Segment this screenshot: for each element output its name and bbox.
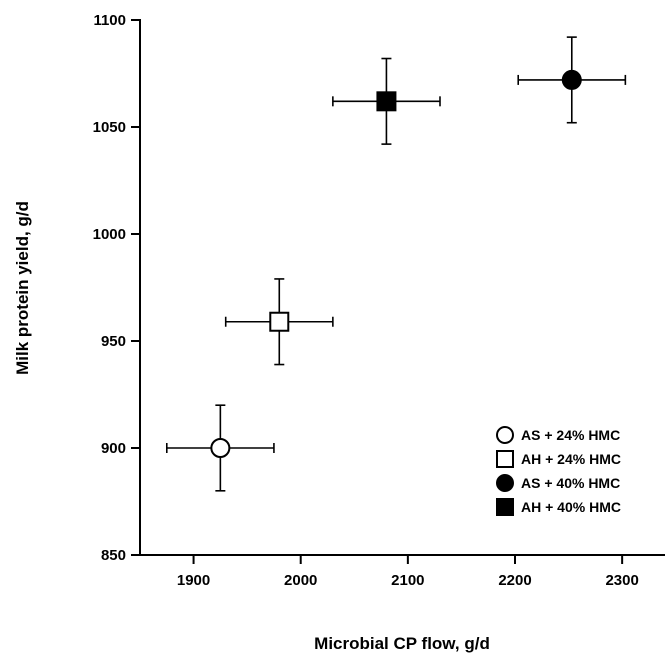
y-ticks: 850 900 950 1000 1050 1100 (93, 12, 140, 564)
data-point (332, 57, 441, 145)
legend-label: AH + 40% HMC (521, 499, 621, 515)
axes (139, 19, 665, 556)
data-points (165, 36, 627, 492)
data-point (517, 36, 627, 124)
legend-item: AH + 24% HMC (496, 450, 621, 468)
legend-label: AH + 24% HMC (521, 451, 621, 467)
x-tick-label: 2000 (284, 572, 317, 589)
y-tick-label: 1050 (93, 119, 126, 136)
point-marker (561, 69, 582, 90)
y-tick-label: 1000 (93, 226, 126, 243)
y-tick-label: 900 (101, 440, 126, 457)
point-marker (269, 311, 290, 332)
legend: AS + 24% HMC AH + 24% HMC AS + 40% HMC AH +… (496, 426, 621, 516)
x-tick-label: 2100 (391, 572, 424, 589)
legend-marker (496, 474, 514, 492)
legend-item: AH + 40% HMC (496, 498, 621, 516)
legend-marker (496, 426, 514, 444)
x-tick-label: 2300 (605, 572, 638, 589)
data-point (165, 404, 275, 492)
x-tick-label: 1900 (177, 572, 210, 589)
legend-marker (496, 450, 514, 468)
y-tick-label: 950 (101, 333, 126, 350)
data-point (224, 278, 334, 366)
legend-marker (496, 498, 514, 516)
legend-item: AS + 24% HMC (496, 426, 620, 444)
y-tick-label: 1100 (93, 12, 126, 29)
point-marker (376, 91, 397, 112)
legend-label: AS + 24% HMC (521, 427, 620, 443)
legend-item: AS + 40% HMC (496, 474, 620, 492)
x-tick-label: 2200 (498, 572, 531, 589)
point-marker (210, 438, 231, 458)
legend-label: AS + 40% HMC (521, 475, 620, 491)
x-axis-label: Microbial CP flow, g/d (314, 634, 490, 653)
y-tick-label: 850 (101, 547, 126, 564)
x-ticks: 1900 2000 2100 2200 2300 (177, 555, 639, 589)
y-axis-label: Milk protein yield, g/d (13, 201, 32, 375)
